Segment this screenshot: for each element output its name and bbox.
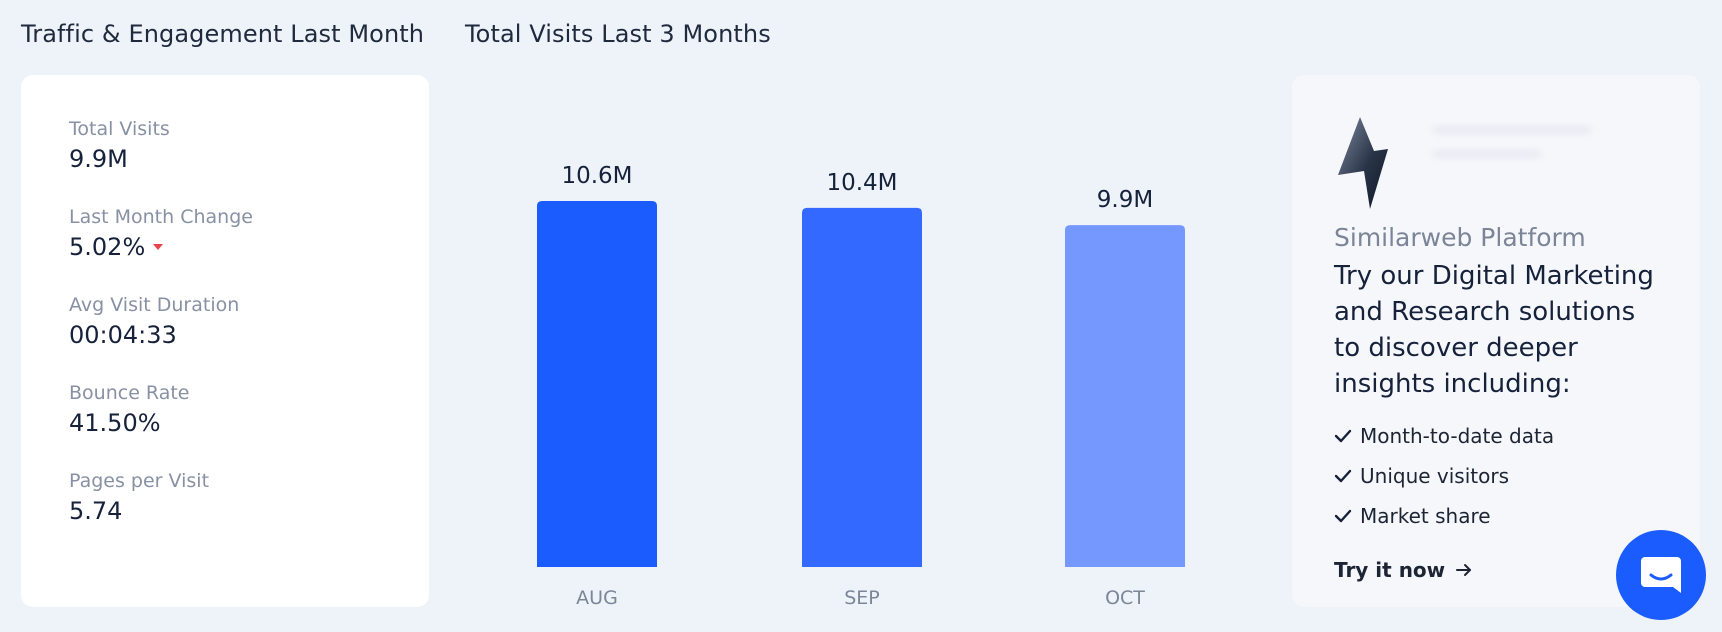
list-item: Month-to-date data (1334, 416, 1658, 456)
bar-value-label: 10.4M (826, 170, 897, 196)
blurred-preview (1432, 125, 1592, 195)
cta-label: Try it now (1334, 558, 1446, 582)
metric-avg-visit-duration: Avg Visit Duration 00:04:33 (69, 293, 381, 351)
check-icon (1334, 429, 1352, 443)
metric-label: Total Visits (69, 118, 170, 140)
metric-value: 9.9M (69, 145, 128, 173)
feature-label: Month-to-date data (1360, 424, 1555, 448)
category-label: OCT (1105, 587, 1145, 609)
category-label: AUG (576, 587, 618, 609)
check-icon (1334, 469, 1352, 483)
metric-pages-per-visit: Pages per Visit 5.74 (69, 469, 381, 527)
list-item: Market share (1334, 496, 1658, 536)
visits-bar-chart: 10.6M AUG 10.4M SEP 9.9M OCT (450, 75, 1270, 632)
chat-bubble-icon (1641, 557, 1681, 593)
metric-total-visits: Total Visits 9.9M (69, 117, 381, 175)
list-item: Unique visitors (1334, 456, 1658, 496)
arrow-right-icon (1456, 564, 1472, 576)
bar-aug (537, 201, 657, 567)
bar-oct (1065, 225, 1185, 568)
feature-label: Unique visitors (1360, 464, 1509, 488)
metric-value: 00:04:33 (69, 321, 177, 349)
metric-value: 5.74 (69, 497, 123, 525)
visits-section-title: Total Visits Last 3 Months (465, 20, 771, 48)
trend-down-icon (153, 244, 164, 250)
try-it-now-link[interactable]: Try it now (1334, 558, 1473, 582)
bar-value-label: 10.6M (561, 163, 632, 189)
chart-svg: 10.6M AUG 10.4M SEP 9.9M OCT (537, 163, 1185, 609)
feature-label: Market share (1360, 504, 1491, 528)
chat-button[interactable] (1616, 530, 1706, 620)
category-label: SEP (844, 587, 880, 609)
metric-last-month-change: Last Month Change 5.02% (69, 205, 381, 263)
bar-value-label: 9.9M (1097, 187, 1153, 213)
metrics-card: Total Visits 9.9M Last Month Change 5.02… (21, 75, 429, 607)
metric-value: 5.02% (69, 233, 146, 261)
metric-label: Avg Visit Duration (69, 294, 240, 316)
metric-label: Bounce Rate (69, 382, 190, 404)
promo-card: Similarweb Platform Try our Digital Mark… (1292, 75, 1700, 607)
metric-value: 41.50% (69, 409, 161, 437)
metric-bounce-rate: Bounce Rate 41.50% (69, 381, 381, 439)
change-row: 5.02% (69, 229, 381, 263)
promo-brand: Similarweb Platform (1334, 223, 1586, 252)
metric-label: Last Month Change (69, 206, 253, 228)
promo-headline: Try our Digital Marketing and Research s… (1334, 261, 1654, 399)
feature-list: Month-to-date data Unique visitors Marke… (1334, 416, 1658, 536)
check-icon (1334, 509, 1352, 523)
bar-sep (802, 207, 922, 568)
lightning-bolt-icon (1338, 117, 1388, 209)
engagement-section-title: Traffic & Engagement Last Month (21, 20, 425, 48)
metric-label: Pages per Visit (69, 470, 210, 492)
